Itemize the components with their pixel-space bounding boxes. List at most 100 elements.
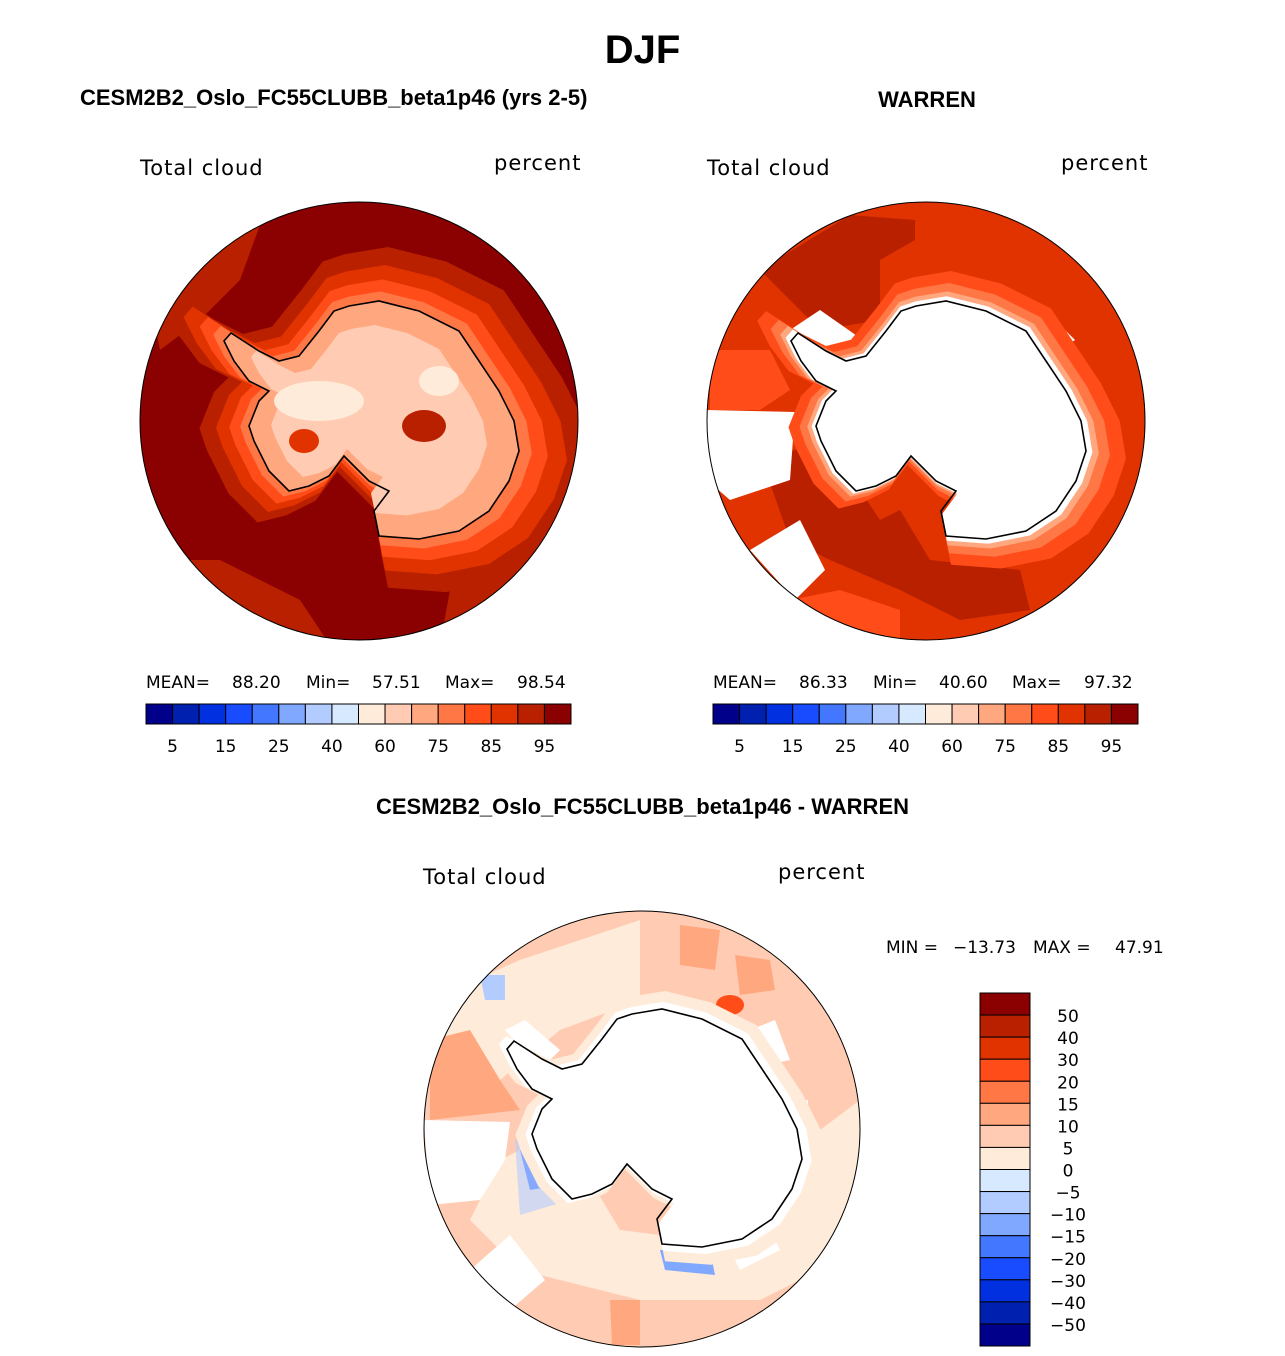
colorbar-box (979, 1146, 1031, 1170)
colorbar-box (898, 703, 926, 725)
field-patch (760, 215, 915, 330)
panel1-title: CESM2B2_Oslo_FC55CLUBB_beta1p46 (yrs 2-5… (80, 85, 588, 110)
colorbar-panel1: 5 15 25 40 60 75 85 95 (145, 703, 572, 757)
colorbar-box (1084, 703, 1112, 725)
colorbar-box (979, 1279, 1031, 1303)
colorbar-tick-label: 60 (941, 737, 963, 757)
panel2-mean-label: MEAN= (713, 673, 777, 693)
colorbar-tick-label: 30 (1057, 1051, 1079, 1071)
colorbar-box (951, 703, 980, 725)
colorbar-box (979, 992, 1031, 1016)
colorbar-box (818, 703, 847, 725)
panel3-right-label: percent (778, 860, 866, 884)
field-patch (710, 350, 790, 410)
colorbar-tick-label: 15 (782, 737, 804, 757)
panel3-title: CESM2B2_Oslo_FC55CLUBB_beta1p46 - WARREN (375, 794, 910, 819)
panel1-max-label: Max= (445, 673, 495, 693)
colorbar-box (358, 703, 386, 725)
sector-missing (424, 1120, 510, 1205)
colorbar-box (331, 703, 359, 725)
panel2-title: WARREN (878, 87, 976, 112)
colorbar-box (437, 703, 466, 725)
panel3-min-value: −13.73 (953, 938, 1016, 958)
colorbar-box (979, 1102, 1031, 1126)
colorbar-box (172, 703, 200, 725)
colorbar-box (1031, 703, 1059, 725)
panel3-max-label: MAX = (1033, 938, 1091, 958)
colorbar-box (198, 703, 227, 725)
colorbar-box (1004, 703, 1033, 725)
colorbar-tick-label: 25 (835, 737, 857, 757)
colorbar-tick-label: 20 (1057, 1073, 1079, 1093)
colorbar-box (979, 1191, 1031, 1215)
page-title: DJF (604, 28, 681, 72)
sector-missing (750, 520, 825, 600)
panel1-min-label: Min= (306, 673, 351, 693)
colorbar-tick-label: 40 (1057, 1029, 1079, 1049)
colorbar-box (979, 1014, 1031, 1038)
colorbar-box (765, 703, 794, 725)
colorbar-tick-label: 10 (1057, 1117, 1079, 1137)
colorbar-tick-label: −50 (1050, 1316, 1086, 1336)
field-patch (430, 920, 640, 1090)
colorbar-tick-label: 0 (1063, 1162, 1074, 1182)
panel1-min-value: 57.51 (372, 673, 421, 693)
colorbar-box (871, 703, 900, 725)
colorbar-tick-label: 25 (268, 737, 290, 757)
colorbar-box (979, 1257, 1031, 1281)
colorbar-box (1057, 703, 1086, 725)
colorbar-panel2: 5 15 25 40 60 75 85 95 (712, 703, 1139, 757)
colorbar-box (543, 703, 572, 725)
panel2-mean-value: 86.33 (799, 673, 848, 693)
field-patch (289, 429, 319, 453)
colorbar-tick-label: 15 (215, 737, 237, 757)
colorbar-box (304, 703, 333, 725)
colorbar-box (490, 703, 519, 725)
map3-border (423, 910, 861, 1348)
panel3-min-label: MIN = (886, 938, 939, 958)
panel1-mean-label: MEAN= (146, 673, 210, 693)
colorbar-tick-label: 40 (321, 737, 343, 757)
colorbar-tick-label: −5 (1055, 1184, 1080, 1204)
colorbar-box (411, 703, 439, 725)
panel2-max-value: 97.32 (1084, 673, 1133, 693)
field-patch (735, 955, 775, 995)
colorbar-tick-label: 40 (888, 737, 910, 757)
colorbar-box (978, 703, 1006, 725)
field-patch (430, 1030, 520, 1120)
colorbar-tick-label: 85 (480, 737, 502, 757)
colorbar-tick-label: 95 (1101, 737, 1123, 757)
colorbar-tick-label: 85 (1047, 737, 1069, 757)
colorbar-tick-label: 95 (534, 737, 556, 757)
sector-missing (470, 1235, 545, 1310)
colorbar-tick-label: 15 (1057, 1095, 1079, 1115)
colorbar-box (251, 703, 280, 725)
panel1-left-label: Total cloud (140, 156, 264, 180)
colorbar-box (225, 703, 253, 725)
colorbar-box (979, 1080, 1031, 1104)
colorbar-box (145, 703, 174, 725)
map-panel1 (140, 202, 578, 640)
field-patch (480, 975, 505, 1000)
colorbar-tick-label: 50 (1057, 1007, 1079, 1027)
colorbar-tick-label: −40 (1050, 1294, 1086, 1314)
field-patch (610, 1300, 640, 1345)
colorbar-box (979, 1323, 1031, 1347)
colorbar-tick-label: −10 (1050, 1206, 1086, 1226)
sector-missing (707, 410, 795, 500)
colorbar-box (979, 1301, 1031, 1325)
colorbar-tick-label: 60 (374, 737, 396, 757)
panel2-right-label: percent (1061, 151, 1149, 175)
colorbar-box (712, 703, 741, 725)
colorbar-tick-label: 5 (734, 737, 745, 757)
panel2-max-label: Max= (1012, 673, 1062, 693)
map1-border (139, 201, 579, 641)
colorbar-box (979, 1036, 1031, 1060)
colorbar-box (739, 703, 767, 725)
sector-missing (505, 1020, 560, 1070)
colorbar-box (792, 703, 820, 725)
colorbar-tick-label: 75 (994, 737, 1016, 757)
colorbar-box (1110, 703, 1139, 725)
